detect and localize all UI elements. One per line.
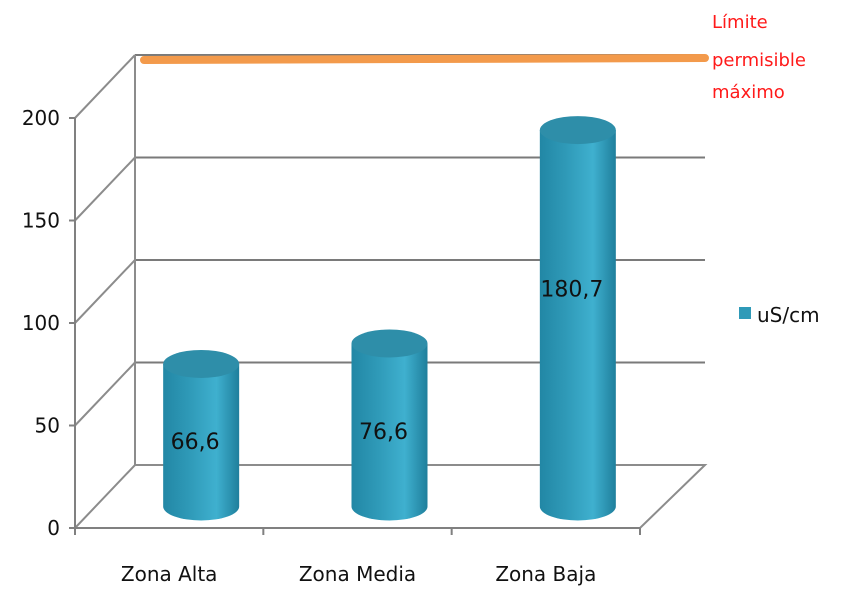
data-label: 180,7 bbox=[540, 277, 603, 302]
bar-top bbox=[163, 349, 240, 378]
reference-label-line-3: máximo bbox=[712, 82, 785, 103]
gridline-diagonal bbox=[74, 259, 136, 324]
bar bbox=[351, 329, 428, 521]
bar-top bbox=[539, 116, 616, 145]
bar-top bbox=[351, 329, 428, 358]
bar-body bbox=[163, 363, 240, 521]
x-tick-label: Zona Baja bbox=[495, 562, 596, 586]
reference-label-line-2: permisible bbox=[712, 50, 806, 71]
legend-swatch bbox=[739, 307, 751, 319]
bar-body bbox=[539, 130, 616, 521]
gridline-diagonal bbox=[74, 156, 136, 222]
y-tick-label: 0 bbox=[47, 516, 60, 540]
labels-layer: 66,6 76,6 180,7 bbox=[171, 277, 604, 455]
y-tick-label: 200 bbox=[22, 106, 60, 130]
data-label: 76,6 bbox=[359, 420, 408, 445]
x-tick-label: Zona Media bbox=[299, 562, 416, 586]
reference-line-group: Límite permisible máximo bbox=[140, 12, 806, 103]
gridline-diagonal bbox=[74, 54, 136, 119]
gridline-diagonal bbox=[74, 361, 136, 427]
bar bbox=[163, 349, 240, 521]
data-label: 66,6 bbox=[171, 430, 220, 455]
axis-layer: 0 50 100 150 200 Zona Alta Zona Media Zona Baja bbox=[22, 106, 641, 586]
legend-label: uS/cm bbox=[757, 303, 820, 327]
y-tick-label: 100 bbox=[22, 311, 60, 335]
reference-line bbox=[140, 54, 709, 64]
x-tick-label: Zona Alta bbox=[121, 562, 218, 586]
bar bbox=[539, 116, 616, 521]
bars-layer bbox=[163, 116, 616, 521]
bar-body bbox=[351, 343, 428, 521]
reference-label-line-1: Límite bbox=[712, 12, 768, 33]
legend: uS/cm bbox=[739, 303, 820, 327]
y-tick-label: 50 bbox=[35, 414, 60, 438]
y-tick-label: 150 bbox=[22, 209, 60, 233]
